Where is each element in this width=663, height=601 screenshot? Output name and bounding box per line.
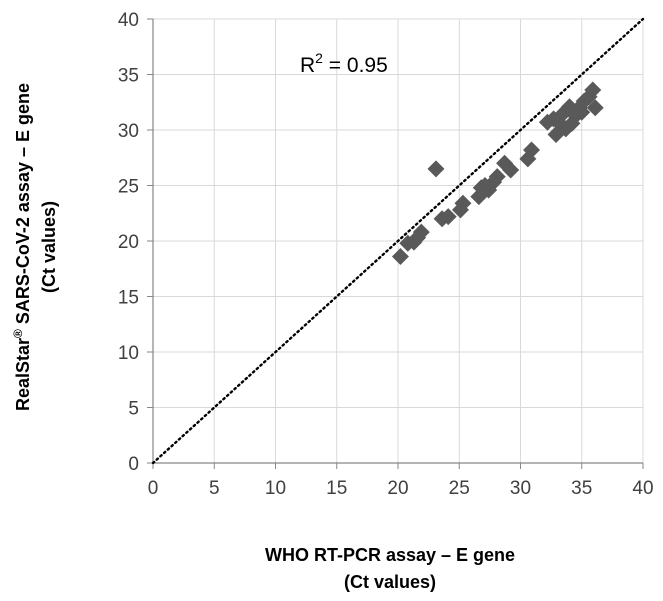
y-tick-label: 35 (118, 66, 139, 87)
y-tick-labels: 0 5 10 15 20 25 30 35 40 (118, 10, 139, 475)
y-tick-label: 15 (118, 288, 139, 309)
r-squared-superscript: 2 (315, 50, 323, 66)
gridlines (153, 18, 644, 463)
x-tick-label: 0 (148, 478, 159, 499)
reference-line-group (151, 17, 645, 465)
y-tick-label: 5 (128, 399, 139, 420)
data-point (391, 248, 409, 266)
x-axis-title-line1: WHO RT-PCR assay – E gene (265, 545, 515, 565)
data-point (488, 168, 506, 186)
x-tick-label: 15 (326, 478, 347, 499)
x-tick-label: 40 (632, 478, 653, 499)
y-tick-label: 10 (118, 343, 139, 364)
data-point (502, 161, 520, 179)
data-point (412, 223, 430, 241)
y-tick-label: 25 (118, 177, 139, 198)
x-tick-label: 35 (571, 478, 592, 499)
r-squared-annotation: R2 = 0.95 (300, 50, 388, 77)
data-point (586, 99, 604, 117)
y-axis-title-line2: (Ct values) (39, 201, 59, 293)
y-tick-label: 0 (128, 454, 139, 475)
x-tick-labels: 0 5 10 15 20 25 30 35 40 (148, 478, 654, 499)
x-axis-title-line2: (Ct values) (344, 572, 436, 592)
registered-mark: ® (11, 329, 25, 338)
axes (147, 18, 644, 469)
data-point (523, 141, 541, 159)
y-tick-label: 20 (118, 232, 139, 253)
y-axis-title-line1: RealStar® SARS-CoV-2 assay – E gene (11, 83, 33, 411)
y-tick-label: 30 (118, 121, 139, 142)
y-tick-label: 40 (118, 10, 139, 31)
data-point (439, 208, 457, 226)
x-tick-label: 5 (209, 478, 220, 499)
x-tick-label: 10 (265, 478, 286, 499)
x-tick-label: 20 (387, 478, 408, 499)
reference-line (151, 17, 645, 465)
data-point (584, 81, 602, 99)
data-point (573, 103, 591, 121)
data-points (391, 81, 604, 266)
x-tick-label: 30 (510, 478, 531, 499)
data-point (454, 194, 472, 212)
x-tick-label: 25 (449, 478, 470, 499)
data-point (427, 160, 445, 178)
